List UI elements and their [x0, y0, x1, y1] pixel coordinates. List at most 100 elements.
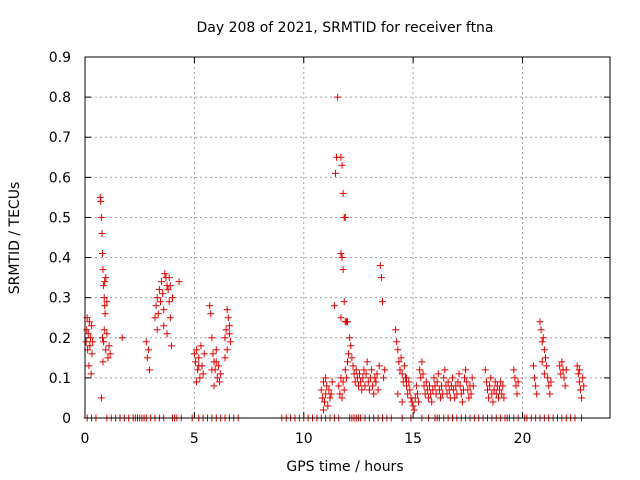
y-tick-label: 0.1 — [49, 371, 71, 387]
data-point — [418, 358, 426, 366]
data-point — [330, 302, 338, 310]
data-point — [166, 282, 174, 290]
data-point — [199, 370, 207, 378]
data-point — [322, 374, 330, 382]
data-point — [326, 394, 334, 402]
data-point — [223, 346, 231, 354]
data-point — [87, 370, 95, 378]
data-point — [105, 342, 113, 350]
data-point — [318, 394, 326, 402]
data-point — [143, 354, 151, 362]
data-point — [497, 378, 505, 386]
data-point — [151, 314, 159, 322]
data-point — [225, 330, 233, 338]
data-point — [368, 366, 376, 374]
data-point — [541, 354, 549, 362]
data-point — [101, 310, 109, 318]
data-point — [348, 354, 356, 362]
data-point — [88, 350, 96, 358]
y-tick-label: 0.4 — [49, 251, 71, 267]
data-point — [165, 274, 173, 282]
data-point — [325, 386, 333, 394]
data-point — [376, 262, 384, 270]
data-point — [160, 306, 168, 314]
data-point — [224, 314, 232, 322]
data-point — [433, 378, 441, 386]
data-point — [346, 334, 354, 342]
data-point — [341, 366, 349, 374]
data-point — [106, 350, 114, 358]
data-point — [86, 342, 94, 350]
data-point — [331, 169, 339, 177]
data-point — [101, 278, 109, 286]
data-point — [444, 378, 452, 386]
data-point — [431, 382, 439, 390]
data-point — [539, 334, 547, 342]
data-point — [486, 382, 494, 390]
data-point — [99, 250, 106, 258]
data-point — [338, 254, 346, 262]
data-point — [415, 398, 423, 406]
data-point — [97, 394, 105, 402]
data-point — [443, 390, 451, 398]
y-axis: 0 0.1 0.2 0.3 0.4 0.5 0.6 0.7 0.8 0.9 — [49, 50, 610, 427]
data-point — [152, 302, 160, 310]
data-point — [103, 330, 111, 338]
data-point — [394, 346, 402, 354]
data-point — [369, 382, 377, 390]
data-point — [210, 382, 218, 390]
data-point — [489, 398, 497, 406]
data-point — [576, 386, 584, 394]
data-point — [467, 390, 475, 398]
data-point — [327, 390, 335, 398]
data-point — [434, 370, 442, 378]
data-point — [454, 378, 462, 386]
data-point — [392, 326, 400, 334]
data-point — [561, 382, 569, 390]
data-point — [440, 374, 448, 382]
y-tick-label: 0.3 — [49, 291, 71, 307]
y-axis-title: SRMTID / TECUs — [7, 182, 23, 295]
data-point — [213, 374, 221, 382]
data-point — [578, 394, 586, 402]
data-point — [411, 394, 419, 402]
data-point — [424, 394, 432, 402]
data-point — [85, 318, 93, 326]
data-point — [557, 370, 565, 378]
data-point — [175, 278, 183, 286]
x-tick-label: 10 — [295, 431, 313, 447]
data-point — [104, 354, 112, 362]
data-point — [514, 378, 522, 386]
data-point — [536, 318, 544, 326]
data-point — [195, 354, 203, 362]
x-tick-label: 0 — [81, 431, 90, 447]
data-point — [435, 386, 443, 394]
data-point — [319, 406, 327, 414]
data-point — [558, 358, 566, 366]
data-point — [458, 398, 466, 406]
data-point — [531, 374, 539, 382]
data-point — [99, 358, 107, 366]
data-point — [208, 366, 216, 374]
data-point — [217, 370, 225, 378]
data-point — [529, 362, 537, 370]
data-point — [337, 250, 345, 258]
data-point — [513, 390, 521, 398]
data-point — [196, 374, 204, 382]
data-point — [158, 278, 166, 286]
data-point — [209, 350, 217, 358]
data-point — [436, 394, 444, 402]
data-point — [456, 382, 464, 390]
data-point — [430, 374, 438, 382]
data-point — [118, 334, 126, 342]
data-point — [169, 294, 176, 302]
data-point — [533, 390, 541, 398]
data-point — [451, 394, 459, 402]
data-point — [155, 286, 163, 294]
data-point — [100, 282, 108, 290]
data-point — [538, 338, 546, 346]
data-point — [469, 382, 477, 390]
data-point — [412, 382, 420, 390]
data-point — [428, 398, 436, 406]
data-point — [450, 386, 458, 394]
